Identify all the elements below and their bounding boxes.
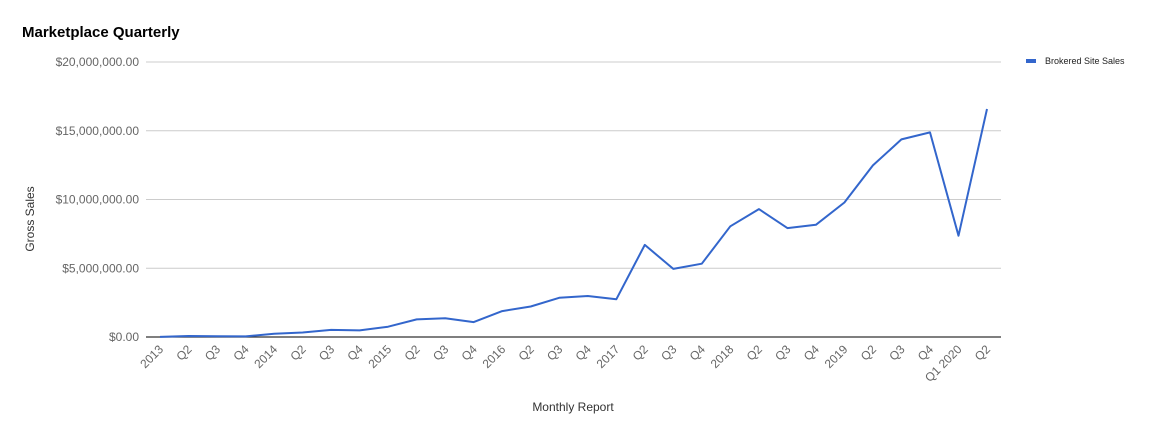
- x-tick-label: 2015: [365, 342, 394, 371]
- x-tick-label: Q2: [173, 342, 194, 363]
- x-tick-label: Q2: [858, 342, 879, 363]
- x-tick-label: Q4: [915, 342, 936, 363]
- x-tick-label: Q3: [658, 342, 679, 363]
- x-tick-label: 2013: [137, 342, 166, 371]
- x-tick-label: 2019: [822, 342, 851, 371]
- gridlines: [146, 61, 1001, 338]
- x-tick-label: Q2: [402, 342, 423, 363]
- x-tick-label: Q3: [202, 342, 223, 363]
- chart-title: Marketplace Quarterly: [22, 24, 180, 41]
- y-axis-title: Gross Sales: [23, 186, 37, 251]
- x-tick-label: Q4: [801, 342, 822, 363]
- x-tick-label: Q3: [772, 342, 793, 363]
- x-tick-label: 2014: [251, 342, 280, 371]
- x-tick-label: Q4: [687, 342, 708, 363]
- y-tick-label: $10,000,000.00: [56, 193, 140, 207]
- x-axis-title: Monthly Report: [532, 400, 614, 414]
- legend: Brokered Site Sales: [1026, 56, 1125, 66]
- legend-swatch-brokered-site-sales: [1026, 59, 1036, 63]
- x-tick-label: 2018: [708, 342, 737, 371]
- series-lines: [159, 108, 988, 338]
- x-tick-label: Q3: [316, 342, 337, 363]
- x-tick-label: 2017: [594, 342, 623, 371]
- x-tick-label: Q2: [744, 342, 765, 363]
- y-axis-tick-labels: $0.00 $5,000,000.00 $10,000,000.00 $15,000,…: [56, 55, 140, 344]
- x-tick-label: Q3: [544, 342, 565, 363]
- y-tick-label: $0.00: [109, 330, 139, 344]
- series-line-brokered-site-sales: [159, 108, 988, 338]
- x-tick-label: Q2: [287, 342, 308, 363]
- x-tick-label: Q4: [459, 342, 480, 363]
- x-tick-label: Q3: [886, 342, 907, 363]
- y-tick-label: $20,000,000.00: [56, 55, 140, 69]
- x-tick-label: Q4: [345, 342, 366, 363]
- x-tick-label: Q4: [573, 342, 594, 363]
- y-tick-label: $5,000,000.00: [62, 261, 139, 275]
- legend-label-brokered-site-sales: Brokered Site Sales: [1045, 56, 1125, 66]
- x-tick-label: Q4: [230, 342, 251, 363]
- x-tick-label: Q2: [972, 342, 993, 363]
- x-tick-label: Q2: [516, 342, 537, 363]
- x-axis-tick-labels: 2013 Q2 Q3 Q4 2014 Q2 Q3 Q4 2015 Q2 Q3 Q4 2016 Q2 Q3 Q4…: [137, 342, 993, 385]
- y-tick-label: $15,000,000.00: [56, 124, 140, 138]
- x-tick-label: Q2: [630, 342, 651, 363]
- x-tick-label: Q3: [430, 342, 451, 363]
- x-tick-label: 2016: [480, 342, 509, 371]
